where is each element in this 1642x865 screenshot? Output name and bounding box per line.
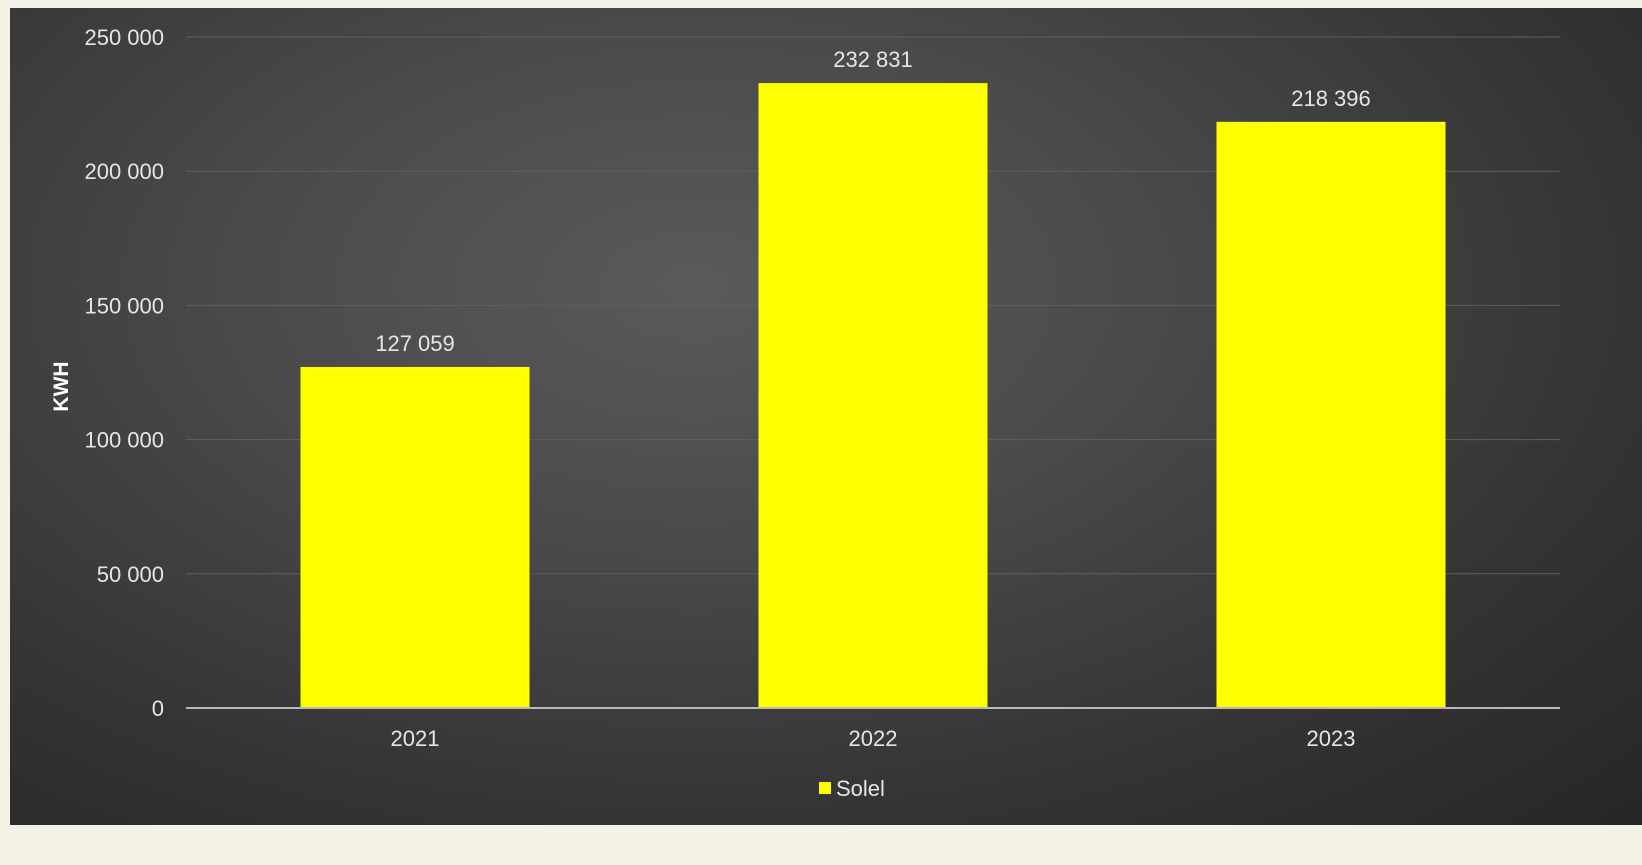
y-tick-label: 250 000 (84, 25, 164, 50)
page-bottom-margin (0, 825, 1642, 865)
data-label-2023: 218 396 (1291, 86, 1371, 111)
legend-swatch-solel (819, 782, 831, 794)
data-label-2021: 127 059 (375, 331, 455, 356)
y-tick-label: 100 000 (84, 428, 164, 453)
bars (300, 83, 1446, 708)
y-axis-title: KWH (50, 361, 73, 411)
x-tick-label-2023: 2023 (1307, 726, 1356, 751)
y-tick-label: 150 000 (84, 293, 164, 318)
y-tick-label: 0 (152, 696, 164, 721)
data-label-2022: 232 831 (833, 47, 913, 72)
x-tick-label-2021: 2021 (391, 726, 440, 751)
bar-chart: 0 50 000 100 000 150 000 200 000 250 000 127 0… (50, 25, 1560, 801)
bar-2021 (300, 366, 530, 708)
chart-frame: 0 50 000 100 000 150 000 200 000 250 000 127 0… (10, 8, 1642, 825)
bar-2023 (1216, 121, 1446, 708)
legend: Solel (819, 776, 885, 801)
legend-label-solel: Solel (836, 776, 885, 801)
x-tick-label-2022: 2022 (849, 726, 898, 751)
labels: 0 50 000 100 000 150 000 200 000 250 000 127 0… (84, 25, 1370, 751)
bar-2022 (758, 83, 988, 708)
y-tick-label: 200 000 (84, 159, 164, 184)
y-tick-label: 50 000 (97, 562, 164, 587)
